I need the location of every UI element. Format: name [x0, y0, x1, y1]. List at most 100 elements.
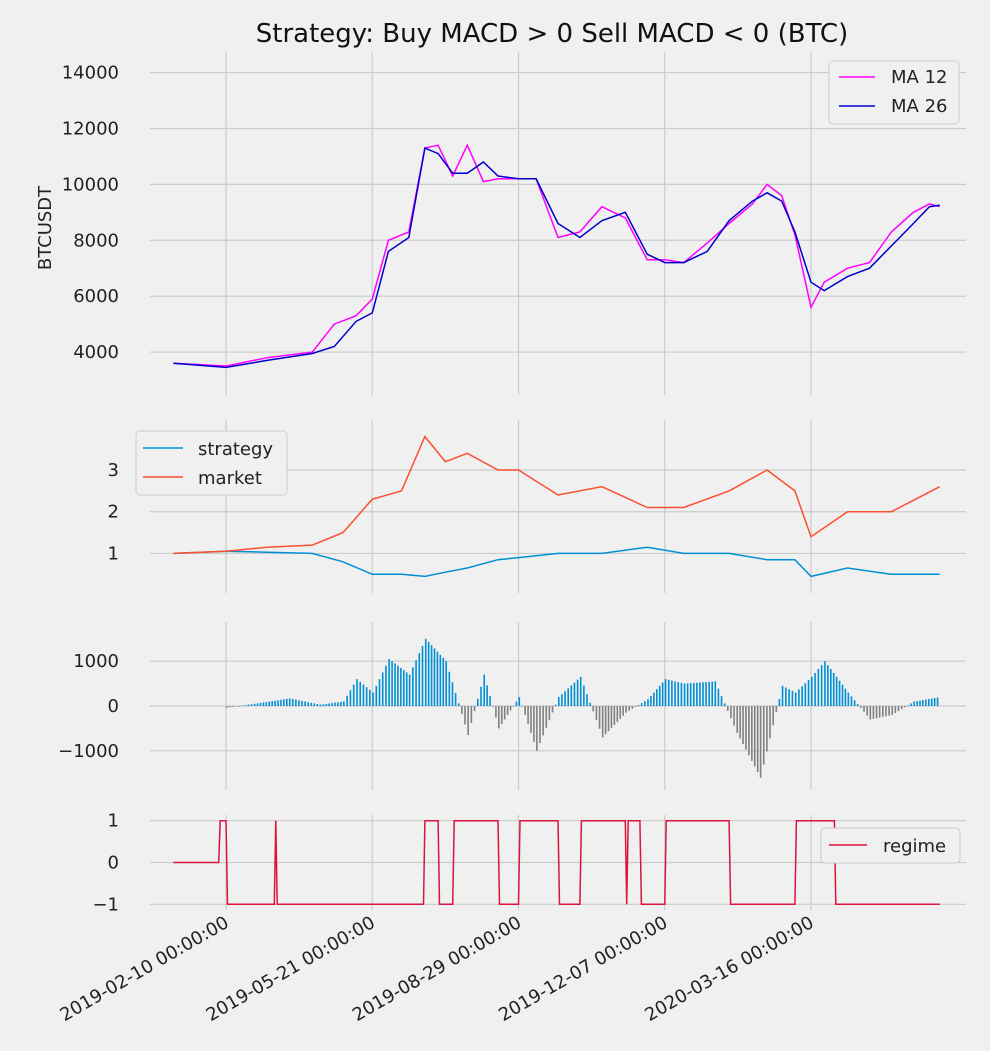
macd-bar-positive: [381, 672, 384, 706]
macd-bar-positive: [705, 682, 707, 706]
macd-bar-positive: [301, 700, 303, 706]
macd-bar-positive: [322, 704, 325, 706]
macd-bar-positive: [319, 704, 322, 706]
macd-bar-negative: [495, 706, 497, 718]
macd-bar-negative: [473, 706, 476, 711]
macd-bar-positive: [711, 681, 714, 706]
macd-bar-positive: [824, 661, 826, 706]
macd-bar-positive: [439, 654, 442, 706]
macd-bar-negative: [759, 706, 762, 778]
y-tick-label: 2: [108, 502, 119, 523]
macd-bar-positive: [807, 680, 810, 706]
macd-bar-positive: [356, 679, 358, 706]
macd-bar-positive: [841, 684, 844, 706]
macd-bar-negative: [601, 706, 604, 738]
macd-bar-positive: [304, 701, 306, 706]
macd-bar-positive: [692, 682, 695, 706]
macd-bar-positive: [835, 676, 838, 706]
macd-bar-positive: [686, 683, 689, 706]
macd-bar-positive: [256, 703, 259, 706]
y-tick-label: 14000: [62, 63, 119, 84]
macd-bar-negative: [860, 706, 862, 708]
macd-bar-negative: [610, 706, 613, 729]
macd-bar-positive: [554, 704, 557, 706]
macd-bar-negative: [878, 706, 881, 718]
macd-bar-positive: [853, 700, 856, 706]
macd-bar-positive: [804, 683, 807, 706]
macd-bar-negative: [226, 706, 228, 708]
macd-bar-positive: [913, 701, 915, 706]
y-tick-label: 3: [108, 460, 119, 481]
macd-bar-positive: [515, 701, 518, 706]
macd-bar-positive: [798, 689, 800, 706]
macd-bar-positive: [375, 685, 378, 706]
macd-bar-positive: [445, 661, 447, 706]
legend-label-market: market: [198, 468, 262, 489]
series-line-regime: [173, 819, 940, 906]
macd-bar-positive: [558, 697, 560, 706]
macd-bar-negative: [745, 706, 747, 750]
macd-bar-positive: [573, 682, 576, 706]
macd-bar-negative: [756, 706, 759, 773]
macd-bar-positive: [717, 688, 720, 706]
macd-bar-positive: [794, 692, 797, 706]
macd-bar-negative: [631, 706, 634, 709]
macd-bar-positive: [820, 665, 823, 706]
series-line-market: [173, 435, 941, 555]
legend-label-ma12: MA 12: [891, 67, 947, 88]
macd-bar-negative: [775, 706, 778, 713]
macd-bar-positive: [408, 674, 411, 706]
macd-bar-positive: [518, 697, 521, 706]
macd-bar-positive: [778, 698, 781, 706]
macd-bar-positive: [241, 705, 244, 707]
macd-bar-negative: [595, 706, 598, 721]
series-line-strategy: [173, 546, 940, 578]
price-y-axis-label: BTCUSDT: [35, 185, 56, 270]
macd-bar-negative: [551, 706, 554, 713]
macd-bar-negative: [548, 706, 551, 721]
macd-bar-positive: [847, 692, 850, 706]
macd-bar-negative: [592, 706, 595, 712]
y-tick-label: 6000: [73, 286, 119, 307]
macd-bar-negative: [733, 706, 735, 726]
macd-bar-positive: [448, 671, 451, 706]
macd-bar-negative: [872, 706, 875, 719]
macd-bar-negative: [736, 706, 739, 733]
macd-bar-positive: [650, 695, 652, 706]
macd-bar-positive: [922, 700, 924, 706]
macd-bar-negative: [232, 706, 234, 707]
macd-bar-negative: [530, 706, 532, 733]
macd-bar-negative: [751, 706, 753, 761]
macd-bar-positive: [331, 703, 333, 706]
macd-bar-positive: [262, 702, 265, 706]
macd-bar-negative: [634, 706, 637, 707]
y-tick-label: 0: [108, 853, 119, 874]
macd-bar-positive: [723, 703, 726, 706]
macd-bar-negative: [461, 706, 463, 714]
macd-bar-negative: [866, 706, 868, 716]
macd-bar-positive: [427, 642, 430, 706]
macd-bar-positive: [936, 697, 939, 706]
macd-bar-negative: [742, 706, 744, 745]
macd-bar-positive: [325, 703, 328, 706]
series-line-ma12: [173, 143, 940, 367]
macd-bar-positive: [457, 703, 460, 706]
macd-bar-positive: [661, 682, 664, 706]
macd-bar-negative: [730, 706, 732, 719]
macd-bar-negative: [727, 706, 729, 711]
macd-bar-positive: [653, 692, 655, 706]
macd-bar-positive: [391, 661, 393, 706]
macd-bar-negative: [500, 706, 503, 724]
macd-bar-positive: [489, 696, 491, 706]
y-tick-label: 1000: [73, 651, 119, 672]
y-tick-label: 10000: [62, 174, 119, 195]
macd-bar-positive: [658, 685, 661, 706]
price-legend: MA 12 MA 26: [828, 60, 960, 125]
macd-bar-negative: [506, 706, 509, 715]
macd-bar-positive: [788, 689, 790, 706]
macd-bar-positive: [307, 702, 309, 706]
macd-bar-positive: [801, 686, 803, 706]
macd-bar-negative: [769, 706, 771, 739]
macd-bar-positive: [856, 704, 859, 706]
